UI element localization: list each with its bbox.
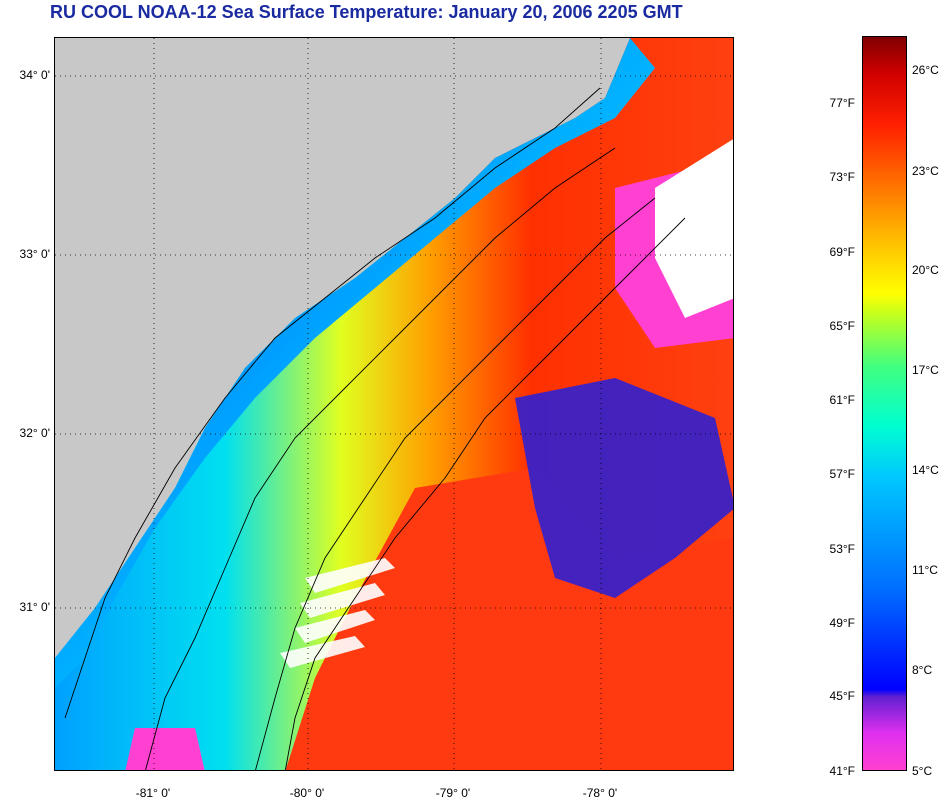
colorbar-c-label: 8°C xyxy=(912,663,933,677)
cold-patch-sw xyxy=(125,728,205,770)
lon-label-81: -81° 0' xyxy=(135,786,171,800)
colorbar-f-label: 65°F xyxy=(829,319,855,333)
lat-label-31: 31° 0' xyxy=(19,600,50,614)
colorbar-c-label: 23°C xyxy=(912,164,939,178)
lat-label-32: 32° 0' xyxy=(19,426,50,440)
colorbar-f-label: 69°F xyxy=(829,245,855,259)
lon-label-79: -79° 0' xyxy=(435,786,471,800)
colorbar-c-label: 20°C xyxy=(912,263,939,277)
colorbar-f-label: 61°F xyxy=(829,393,855,407)
colorbar-c-label: 14°C xyxy=(912,463,939,477)
colorbar-c-label: 5°C xyxy=(912,764,933,778)
colorbar-f-label: 73°F xyxy=(829,170,855,184)
temperature-colorbar xyxy=(862,36,907,771)
colorbar-f-label: 49°F xyxy=(829,616,855,630)
cloud-white-patch xyxy=(655,139,733,318)
colorbar-f-label: 53°F xyxy=(829,542,855,556)
cloud-streaks xyxy=(280,558,395,668)
colorbar-f-label: 41°F xyxy=(829,764,855,778)
colorbar-c-label: 11°C xyxy=(912,563,938,577)
lat-label-34: 34° 0' xyxy=(19,68,50,82)
colorbar-f-label: 57°F xyxy=(829,467,855,481)
colorbar-c-label: 17°C xyxy=(912,363,939,377)
lon-label-78: -78° 0' xyxy=(582,786,618,800)
colorbar-f-label: 45°F xyxy=(829,689,855,703)
map-gridlines xyxy=(55,38,733,770)
map-title: RU COOL NOAA-12 Sea Surface Temperature:… xyxy=(50,2,683,22)
colorbar-f-label: 77°F xyxy=(829,96,855,110)
sst-map[interactable] xyxy=(54,37,734,771)
gulf-stream-warm xyxy=(285,468,733,770)
lat-label-33: 33° 0' xyxy=(19,247,50,261)
sst-map-canvas xyxy=(55,38,733,770)
cold-eddy xyxy=(515,378,733,598)
lon-label-80: -80° 0' xyxy=(289,786,325,800)
colorbar-c-label: 26°C xyxy=(912,63,939,77)
